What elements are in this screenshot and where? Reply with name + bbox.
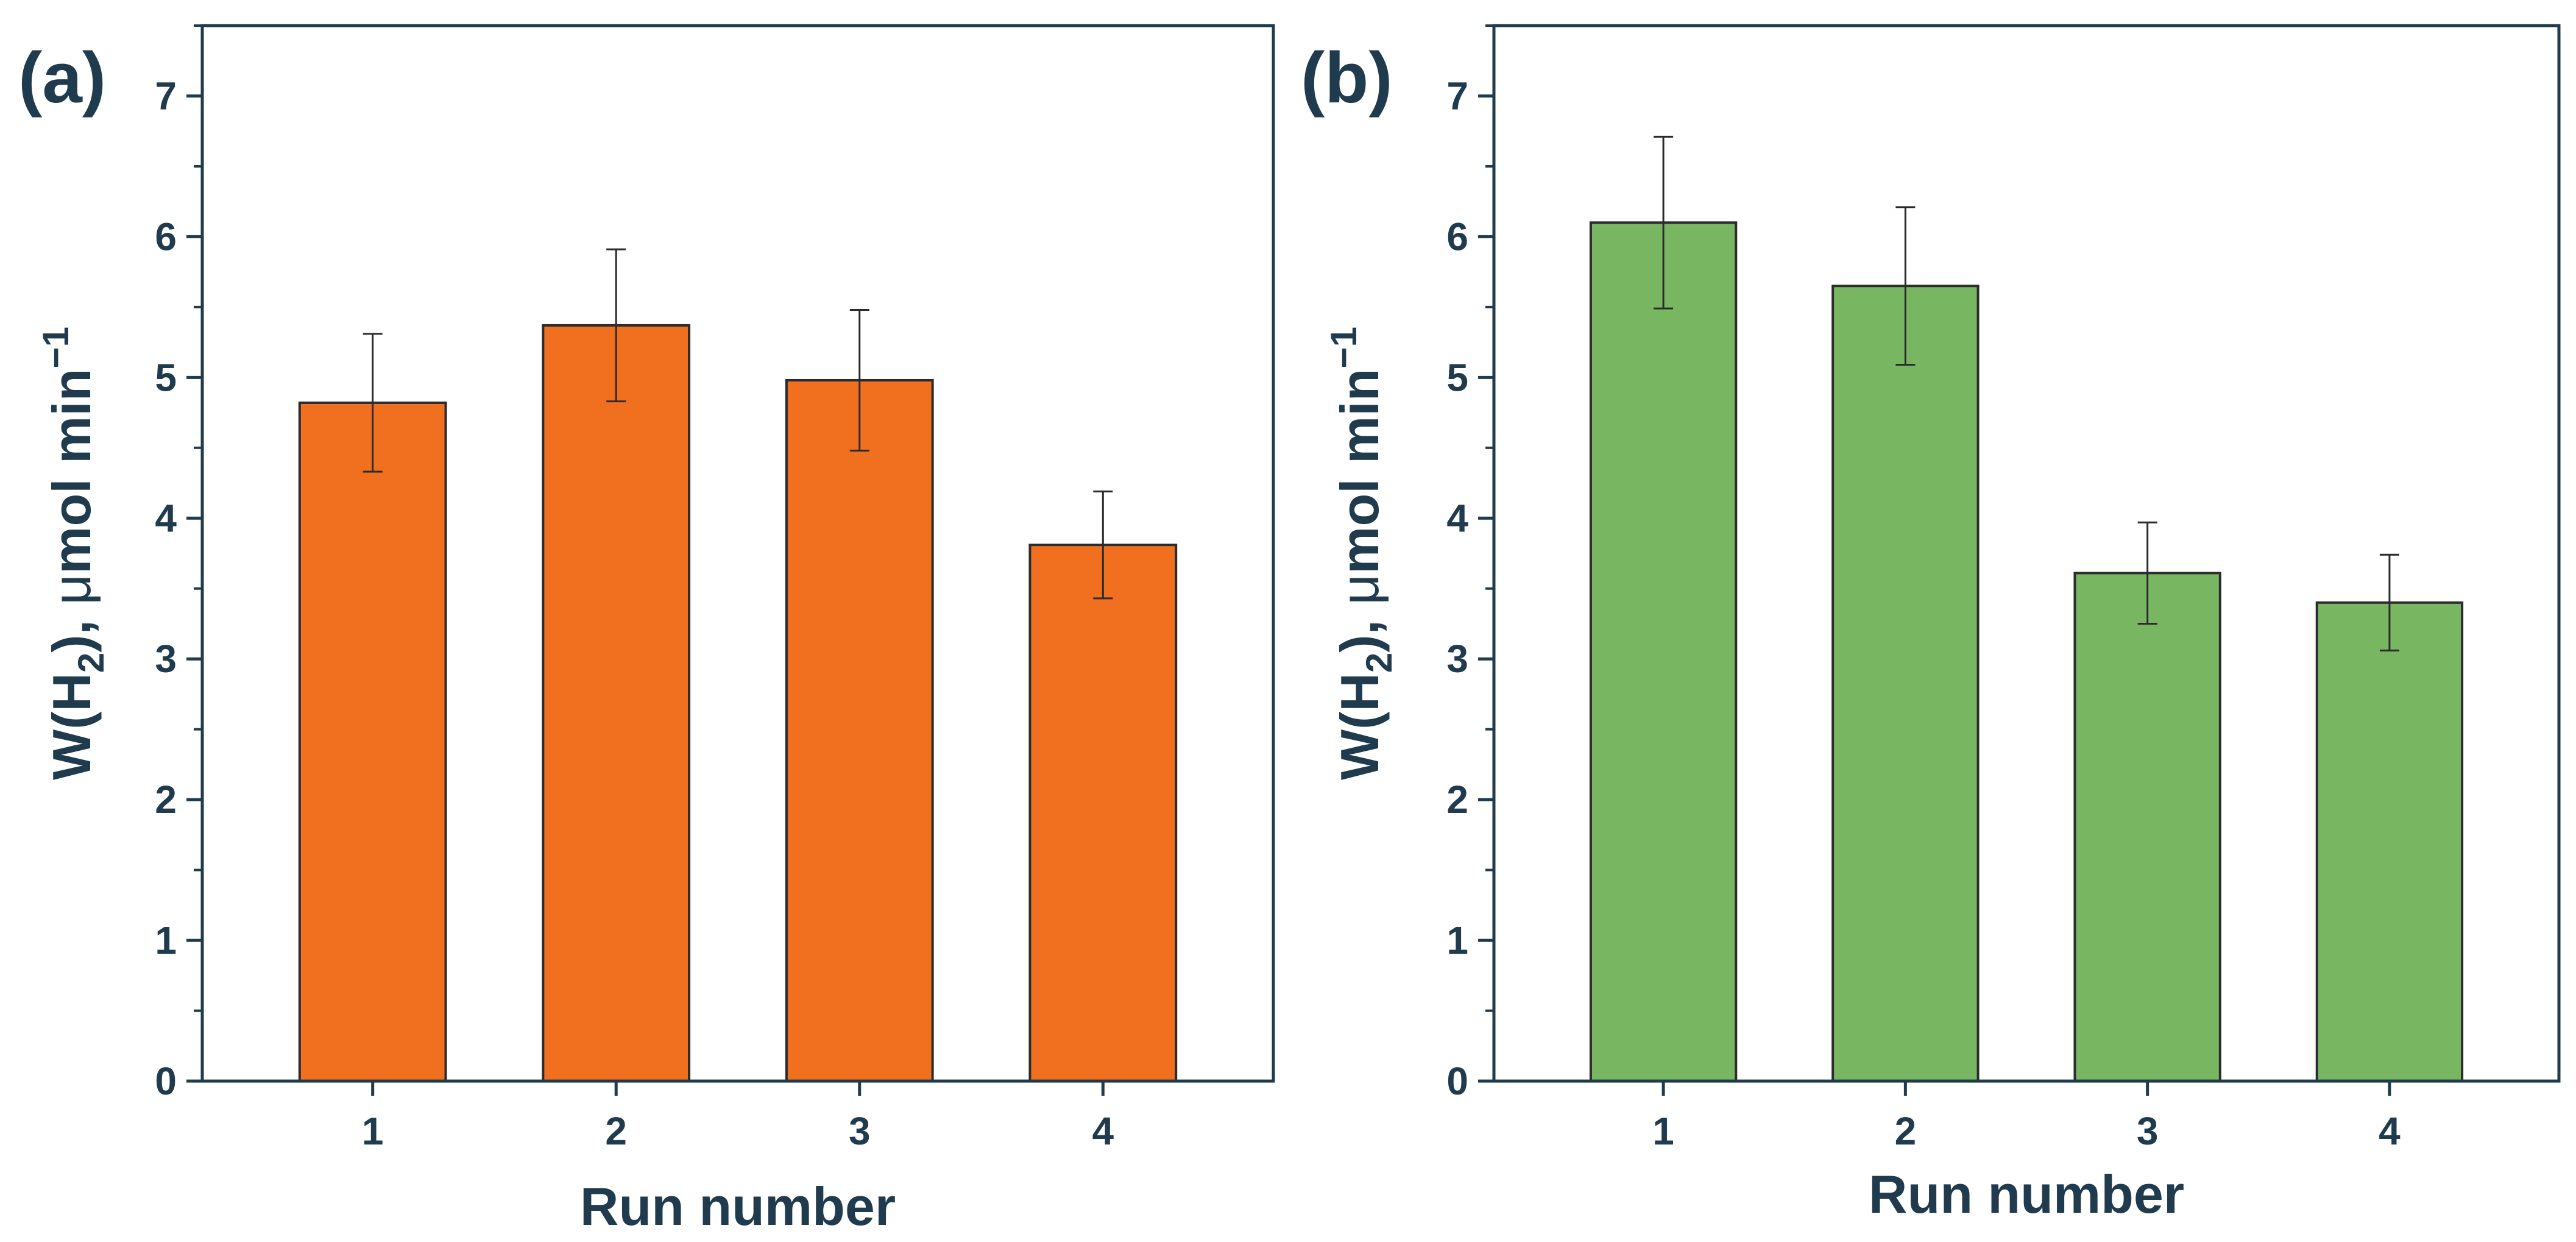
y-axis-title-part: −1 bbox=[35, 327, 76, 368]
x-tick-label: 4 bbox=[2379, 1109, 2401, 1153]
y-tick-label: 4 bbox=[1446, 496, 1468, 540]
bar-run-3 bbox=[2073, 572, 2221, 1082]
y-tick-label: 2 bbox=[1446, 778, 1468, 821]
y-tick-label: 6 bbox=[1446, 215, 1468, 258]
y-axis-title-part: mol min bbox=[1329, 368, 1390, 573]
x-tick-label: 2 bbox=[605, 1109, 627, 1153]
y-tick-label: 5 bbox=[1446, 355, 1468, 399]
bar-run-4 bbox=[1028, 544, 1178, 1082]
bar-run-1 bbox=[1589, 221, 1738, 1083]
x-tick-label: 2 bbox=[1895, 1109, 1917, 1153]
error-bar-run-1 bbox=[363, 333, 383, 473]
y-axis-title-part: W(H bbox=[1329, 673, 1390, 780]
y-axis-title: W(H2), μmol min−1 bbox=[1323, 327, 1399, 780]
y-tick-label: 0 bbox=[155, 1059, 177, 1103]
y-axis-title-part: 2 bbox=[71, 653, 111, 673]
error-bar-run-4 bbox=[2379, 553, 2399, 651]
panel-label: (b) bbox=[1301, 38, 1393, 118]
plot-frame bbox=[200, 24, 1275, 1083]
bar-run-1 bbox=[298, 401, 447, 1082]
bar-run-3 bbox=[785, 378, 934, 1082]
y-axis-title-part: W(H bbox=[41, 673, 102, 780]
error-bar-run-1 bbox=[1654, 135, 1674, 310]
bar-run-2 bbox=[542, 324, 691, 1083]
y-axis-title-part: ), bbox=[1329, 605, 1390, 652]
y-tick-label: 5 bbox=[155, 355, 177, 399]
y-axis-title-part: −1 bbox=[1323, 327, 1364, 368]
x-tick-label: 3 bbox=[2137, 1109, 2159, 1153]
y-axis-title-part: 2 bbox=[1359, 653, 1399, 673]
x-tick-label: 1 bbox=[1652, 1109, 1674, 1153]
y-axis-title-part: μ bbox=[41, 574, 102, 605]
y-tick-label: 4 bbox=[155, 496, 177, 540]
y-axis-title-part: μ bbox=[1329, 574, 1390, 605]
y-tick-label: 7 bbox=[1446, 74, 1468, 118]
error-bar-run-2 bbox=[606, 248, 626, 403]
x-tick-label: 1 bbox=[362, 1109, 384, 1153]
y-tick-label: 1 bbox=[155, 918, 177, 962]
y-tick-label: 7 bbox=[155, 74, 177, 118]
y-tick-label: 1 bbox=[1446, 918, 1468, 962]
error-bar-run-3 bbox=[2137, 521, 2157, 625]
y-tick-label: 6 bbox=[155, 215, 177, 258]
x-axis-title: Run number bbox=[580, 1176, 896, 1237]
error-bar-run-3 bbox=[849, 308, 869, 452]
error-bar-run-4 bbox=[1093, 490, 1113, 600]
y-axis-title-part: ), bbox=[41, 605, 102, 652]
x-tick-label: 3 bbox=[849, 1109, 871, 1153]
bar-run-4 bbox=[2315, 601, 2464, 1082]
bar-run-2 bbox=[1831, 285, 1980, 1082]
y-axis-title: W(H2), μmol min−1 bbox=[35, 327, 111, 780]
x-axis-title: Run number bbox=[1869, 1164, 2184, 1224]
y-tick-label: 3 bbox=[1446, 637, 1468, 681]
y-tick-label: 3 bbox=[155, 637, 177, 681]
y-tick-label: 2 bbox=[155, 778, 177, 821]
x-tick-label: 4 bbox=[1092, 1109, 1114, 1153]
error-bar-run-2 bbox=[1895, 206, 1916, 366]
plot-frame bbox=[1492, 24, 2561, 1083]
y-axis-title-part: mol min bbox=[41, 368, 102, 573]
panel-label: (a) bbox=[18, 38, 106, 118]
y-tick-label: 0 bbox=[1446, 1059, 1468, 1103]
